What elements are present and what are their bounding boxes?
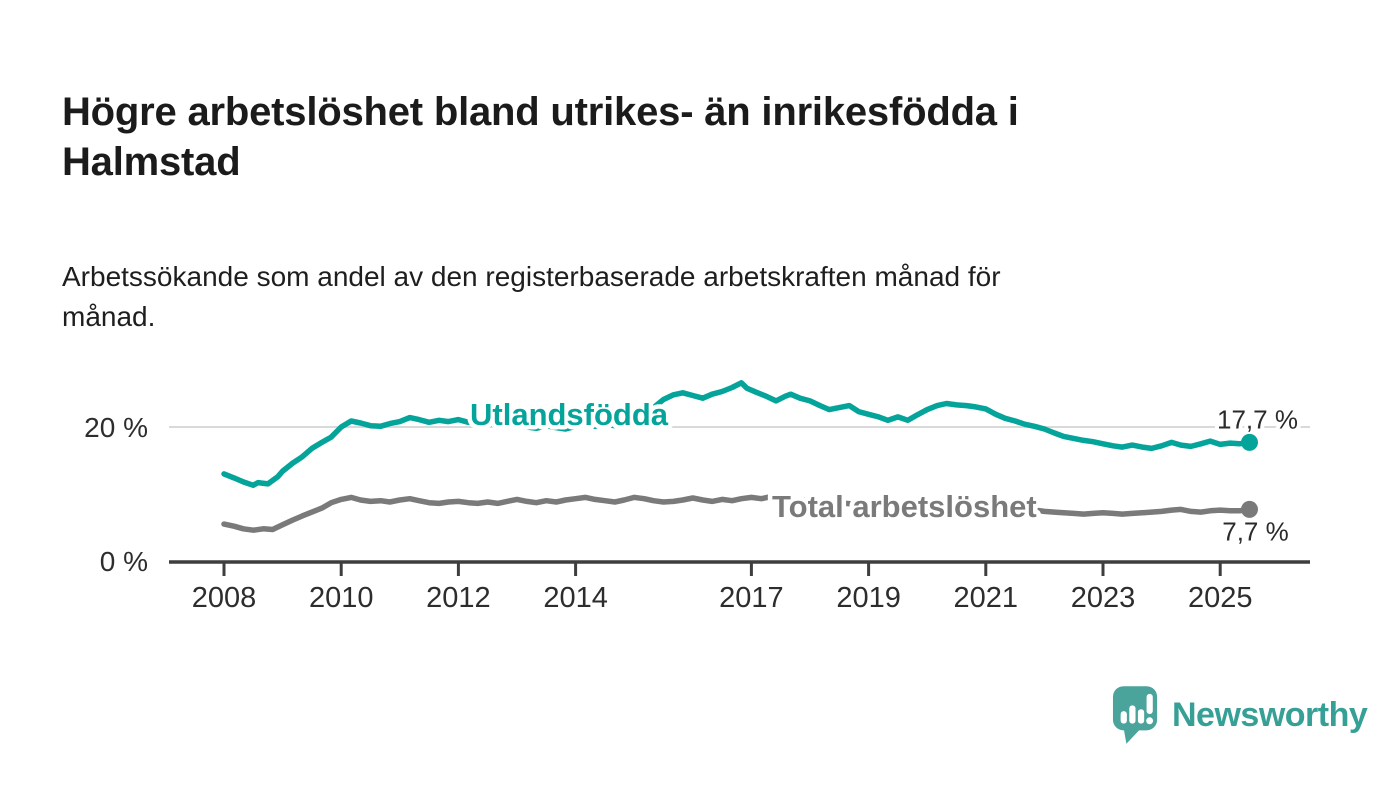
chart-subtitle: Arbetssökande som andel av den registerb… [62,261,1001,332]
x-tick-label-2025: 2025 [1188,582,1253,614]
newsworthy-logo-icon [1112,686,1158,744]
page-title: Högre arbetslöshet bland utrikes- än inr… [62,89,1019,184]
brand-name: Newsworthy [1172,695,1368,734]
x-tick-label-2014: 2014 [543,582,608,614]
x-tick-label-2012: 2012 [426,582,491,614]
value-label-utlandsfodda: 17,7 % [1217,404,1298,434]
x-tick-label-2010: 2010 [309,582,374,614]
y-tick-label-20: 20 % [84,412,148,443]
endpoint-dot-total-arbetsloshet [1241,500,1258,518]
value-label-total-arbetsloshet: 7,7 % [1222,516,1289,546]
series-line-utlandsfodda [221,380,1253,489]
x-tick-label-2021: 2021 [954,582,1019,614]
series-line-total-arbetsloshet [221,493,1253,533]
series-label-utlandsfodda: Utlandsfödda [470,397,669,432]
x-tick-label-2019: 2019 [836,582,901,614]
series-label-total-arbetsloshet: Total arbetslöshet [772,489,1037,524]
y-tick-label-0: 0 % [100,546,148,577]
x-tick-label-2008: 2008 [192,582,257,614]
x-tick-label-2017: 2017 [719,582,784,614]
newsworthy-logo[interactable]: Newsworthy [1112,684,1368,746]
endpoint-dot-utlandsfodda [1241,433,1258,451]
x-tick-label-2023: 2023 [1071,582,1136,614]
